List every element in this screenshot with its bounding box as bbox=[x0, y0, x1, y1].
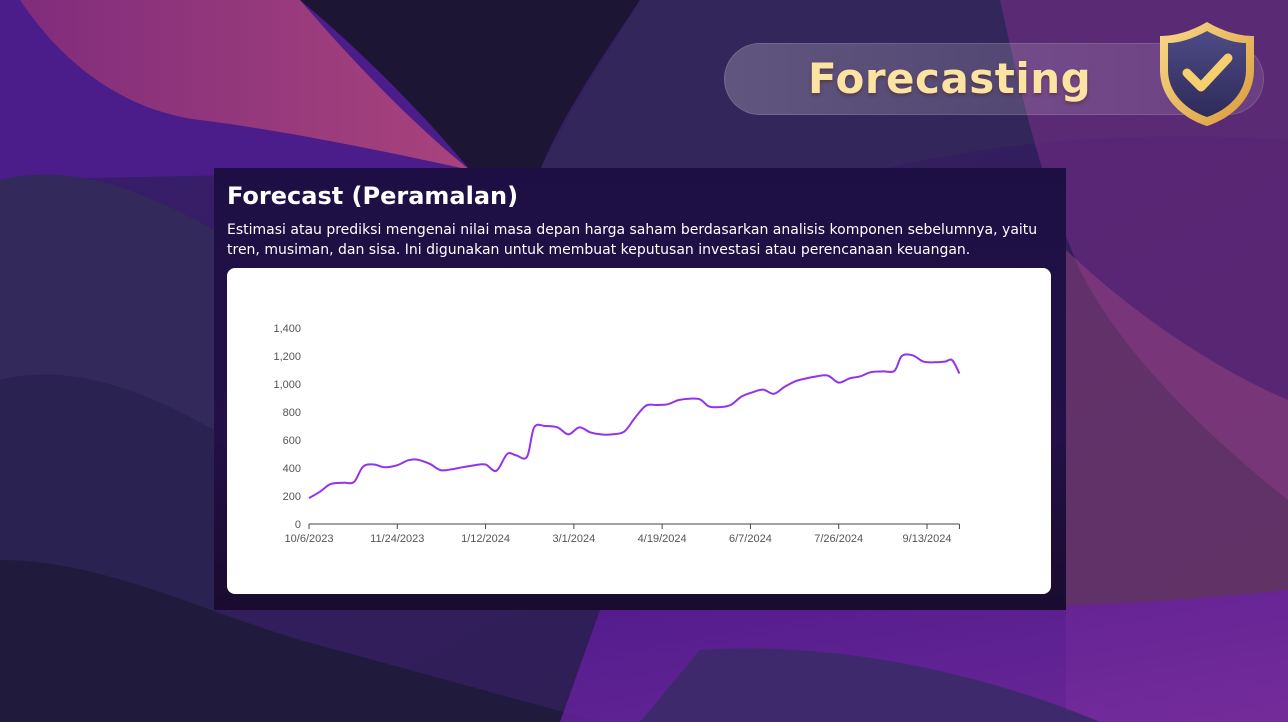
x-tick-label: 10/6/2023 bbox=[285, 533, 334, 545]
forecast-panel: Forecast (Peramalan) Estimasi atau predi… bbox=[214, 168, 1066, 610]
chart-card: 0 200 400 600 800 1,000 1,200 1,400 10/6/2023 11/… bbox=[227, 268, 1051, 594]
panel-description: Estimasi atau prediksi mengenai nilai ma… bbox=[227, 222, 1038, 258]
x-tick-label: 11/24/2023 bbox=[370, 533, 424, 545]
x-tick-label: 1/12/2024 bbox=[461, 533, 510, 545]
forecast-line-chart: 0 200 400 600 800 1,000 1,200 1,400 10/6/2023 11/… bbox=[273, 323, 961, 545]
y-tick-label: 400 bbox=[283, 463, 301, 475]
y-tick-label: 1,400 bbox=[273, 323, 301, 335]
y-tick-label: 1,200 bbox=[273, 351, 301, 363]
x-tick-label: 4/19/2024 bbox=[638, 533, 687, 545]
banner-title: Forecasting bbox=[808, 54, 1092, 103]
y-tick-label: 0 bbox=[295, 519, 301, 531]
x-tick-label: 3/1/2024 bbox=[552, 533, 595, 545]
shield-check-icon bbox=[1160, 22, 1254, 126]
x-tick-label: 7/26/2024 bbox=[814, 533, 863, 545]
x-tick-label: 9/13/2024 bbox=[903, 533, 952, 545]
y-tick-label: 600 bbox=[283, 435, 301, 447]
forecast-series-line bbox=[308, 353, 961, 499]
y-tick-label: 800 bbox=[283, 407, 301, 419]
x-tick-label: 6/7/2024 bbox=[729, 533, 772, 545]
y-tick-label: 1,000 bbox=[273, 379, 301, 391]
panel-title: Forecast (Peramalan) bbox=[227, 182, 519, 210]
y-tick-label: 200 bbox=[283, 491, 301, 503]
